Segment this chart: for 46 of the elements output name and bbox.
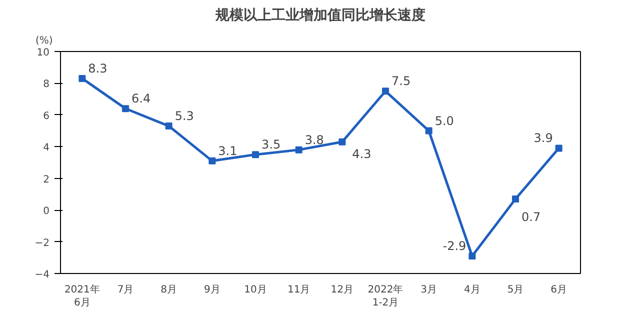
data-label: 4.3 [352,146,372,161]
y-axis-title: (%) [36,36,53,46]
data-label: 6.4 [132,92,151,106]
data-label: 7.5 [392,74,411,88]
y-tick-label: 8 [43,79,50,90]
x-tick-label: 2022年 1-2月 [368,284,404,309]
y-tick-label: 4 [43,142,50,154]
point [122,105,129,112]
x-tick-label: 2021年 6月 [64,284,100,309]
point [165,122,172,130]
data-label: 3.8 [304,132,324,147]
data-label: 8.3 [88,61,108,76]
point [295,146,302,154]
data-label: 0.7 [522,210,541,224]
x-tick-label: 6月 [550,284,568,296]
x-tick-label: 9月 [204,284,220,296]
x-tick-label: 10月 [244,284,267,296]
data-label: 5.0 [434,114,454,128]
data-label: -2.9 [442,239,466,254]
x-tick-label: 4月 [464,284,480,296]
y-tick-label: −2 [34,238,50,249]
data-label: 3.9 [534,131,553,146]
x-tick-label: 5月 [507,284,524,296]
y-tick-label: 2 [43,174,50,186]
point [78,74,86,82]
point [338,138,346,146]
x-tick-label: 3月 [420,284,438,296]
x-tick-label: 12月 [330,284,354,296]
point [468,252,476,260]
point [512,195,519,202]
data-label: 3.1 [218,144,238,158]
x-tick-label: 7月 [117,284,134,296]
point [555,144,562,152]
x-tick-label: 8月 [160,284,178,296]
y-tick-label: 6 [43,110,50,122]
y-tick-label: 10 [36,48,50,58]
data-label: 5.3 [174,109,194,124]
y-tick-label: −4 [34,270,50,280]
data-label: 3.5 [262,138,281,152]
chart-title: 规模以上工业增加值同比增长速度 [214,6,426,24]
point [382,88,389,95]
point [208,157,216,164]
x-tick-label: 11月 [287,284,310,296]
point [252,151,259,158]
point [425,127,432,134]
y-tick-label: 0 [43,206,50,218]
